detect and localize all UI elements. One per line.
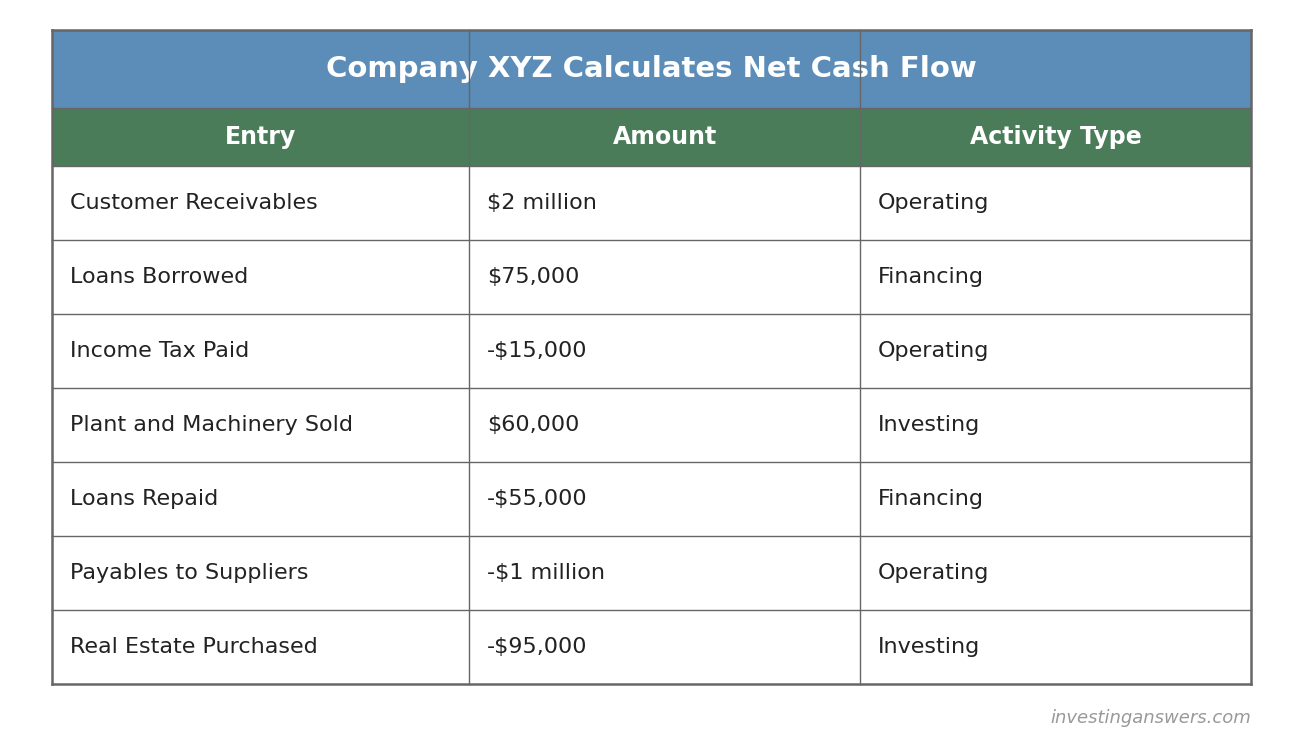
Bar — [52, 462, 469, 536]
Bar — [469, 536, 860, 610]
Text: Investing: Investing — [878, 637, 980, 657]
Text: Entry: Entry — [225, 125, 296, 149]
Bar — [860, 166, 1251, 240]
Bar — [469, 166, 860, 240]
Text: -$55,000: -$55,000 — [487, 489, 588, 509]
Bar — [52, 314, 469, 388]
Bar — [860, 462, 1251, 536]
Text: Operating: Operating — [878, 563, 989, 583]
Text: Operating: Operating — [878, 341, 989, 361]
Bar — [52, 240, 469, 314]
Bar — [469, 314, 860, 388]
Text: Company XYZ Calculates Net Cash Flow: Company XYZ Calculates Net Cash Flow — [326, 55, 977, 83]
Text: -$1 million: -$1 million — [487, 563, 606, 583]
Bar — [860, 388, 1251, 462]
Bar — [469, 610, 860, 684]
Text: Customer Receivables: Customer Receivables — [70, 193, 318, 213]
Bar — [469, 108, 860, 166]
Text: $60,000: $60,000 — [487, 415, 580, 435]
Bar — [860, 108, 1251, 166]
Text: Investing: Investing — [878, 415, 980, 435]
Text: $75,000: $75,000 — [487, 267, 580, 287]
Text: Income Tax Paid: Income Tax Paid — [70, 341, 249, 361]
Bar — [52, 108, 469, 166]
Text: Activity Type: Activity Type — [969, 125, 1141, 149]
Text: Financing: Financing — [878, 489, 984, 509]
Bar — [860, 240, 1251, 314]
Text: Amount: Amount — [612, 125, 717, 149]
Bar — [469, 240, 860, 314]
Bar — [52, 388, 469, 462]
Bar — [52, 610, 469, 684]
Bar — [469, 462, 860, 536]
Text: Operating: Operating — [878, 193, 989, 213]
Text: investinganswers.com: investinganswers.com — [1050, 709, 1251, 727]
Text: Payables to Suppliers: Payables to Suppliers — [70, 563, 309, 583]
Text: Loans Borrowed: Loans Borrowed — [70, 267, 249, 287]
Bar — [860, 610, 1251, 684]
Bar — [860, 314, 1251, 388]
Bar — [469, 388, 860, 462]
Text: -$15,000: -$15,000 — [487, 341, 588, 361]
Bar — [52, 30, 1251, 108]
Bar — [52, 536, 469, 610]
Text: Plant and Machinery Sold: Plant and Machinery Sold — [70, 415, 353, 435]
Text: Loans Repaid: Loans Repaid — [70, 489, 218, 509]
Text: Financing: Financing — [878, 267, 984, 287]
Text: -$95,000: -$95,000 — [487, 637, 588, 657]
Bar — [860, 536, 1251, 610]
Text: $2 million: $2 million — [487, 193, 597, 213]
Bar — [52, 166, 469, 240]
Text: Real Estate Purchased: Real Estate Purchased — [70, 637, 318, 657]
